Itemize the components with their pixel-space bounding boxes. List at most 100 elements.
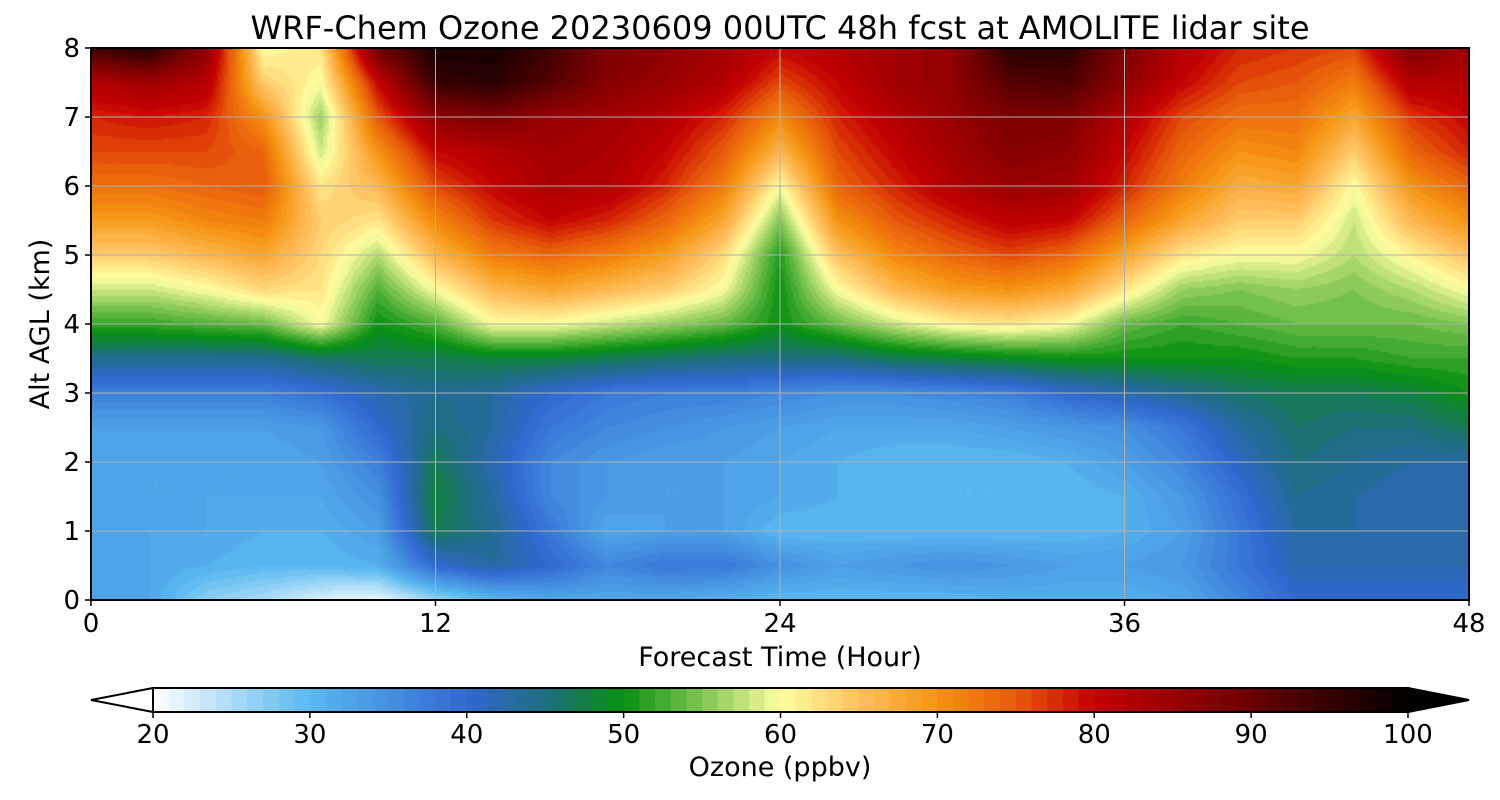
colorbar-bin: [592, 688, 609, 712]
colorbar-bin: [1360, 688, 1378, 712]
colorbar: 20 30 40 50 60 70 80 90 100 Ozone (ppbv): [90, 686, 1470, 783]
colorbar-bin: [780, 688, 797, 712]
y-tick-label: 2: [63, 448, 80, 478]
colorbar-bin: [341, 688, 358, 712]
colorbar-bin: [404, 688, 421, 712]
colorbar-extend-low: [90, 686, 154, 714]
x-tick-label: 36: [1108, 609, 1141, 639]
colorbar-bin: [1298, 688, 1315, 712]
colorbar-bin: [1094, 688, 1111, 712]
y-tick-label: 1: [63, 517, 80, 547]
colorbar-bin: [356, 688, 374, 712]
plot-area: [90, 47, 1470, 601]
colorbar-bin: [466, 688, 484, 712]
colorbar-bin: [1313, 688, 1331, 712]
colorbar-bin: [1392, 688, 1409, 712]
colorbar-bin: [1345, 688, 1362, 712]
colorbar-bin: [1329, 688, 1346, 712]
colorbar-bin: [1031, 688, 1048, 712]
colorbar-bin: [1235, 688, 1252, 712]
y-axis: 0 1 2 3 4 5 6 7 8: [63, 34, 91, 616]
y-axis-label: Alt AGL (km): [25, 239, 56, 410]
x-tick-label: 12: [419, 609, 452, 639]
y-tick-label: 8: [63, 34, 80, 64]
colorbar-bins: [153, 688, 1409, 712]
colorbar-tick-label: 20: [136, 720, 169, 750]
colorbar-tick-label: 80: [1078, 720, 1111, 750]
x-tick-label: 48: [1452, 609, 1485, 639]
colorbar-bin: [1219, 688, 1237, 712]
colorbar-bin: [1015, 688, 1033, 712]
colorbar-bin: [184, 688, 201, 712]
colorbar-bin: [639, 688, 656, 712]
colorbar-bin: [733, 688, 750, 712]
colorbar-bin: [1266, 688, 1284, 712]
y-tick-label: 7: [63, 103, 80, 133]
colorbar-bin: [1000, 688, 1017, 712]
colorbar-tick-label: 90: [1235, 720, 1268, 750]
grid-lines: [91, 48, 1469, 600]
colorbar-bin: [278, 688, 295, 712]
y-tick-label: 3: [63, 379, 80, 409]
colorbar-bin: [749, 688, 766, 712]
colorbar-bin: [686, 688, 703, 712]
x-tick-label: 0: [83, 609, 100, 639]
colorbar-bin: [670, 688, 687, 712]
colorbar-bin: [717, 688, 735, 712]
colorbar-bin: [655, 688, 672, 712]
colorbar-bin: [545, 688, 562, 712]
colorbar-bin: [1188, 688, 1205, 712]
colorbar-bin: [200, 688, 217, 712]
colorbar-bin: [1062, 688, 1080, 712]
colorbar-bin: [906, 688, 923, 712]
x-axis: 0 12 24 36 48: [83, 600, 1486, 639]
colorbar-bin: [1141, 688, 1158, 712]
colorbar-bin: [811, 688, 829, 712]
colorbar-extend-high: [1407, 686, 1470, 714]
colorbar-bin: [482, 688, 499, 712]
colorbar-bin: [498, 688, 515, 712]
colorbar-bin: [419, 688, 436, 712]
colorbar-tick-label: 30: [293, 720, 326, 750]
colorbar-bin: [1282, 688, 1299, 712]
colorbar-label: Ozone (ppbv): [689, 752, 872, 783]
colorbar-bin: [1157, 688, 1174, 712]
colorbar-bin: [513, 688, 531, 712]
colorbar-tick-label: 50: [607, 720, 640, 750]
colorbar-bin: [1047, 688, 1064, 712]
colorbar-bin: [890, 688, 907, 712]
colorbar-bin: [984, 688, 1001, 712]
y-tick-label: 0: [63, 586, 80, 616]
colorbar-bin: [968, 688, 986, 712]
colorbar-bin: [1078, 688, 1095, 712]
colorbar-bin: [607, 688, 625, 712]
x-tick-label: 24: [763, 609, 796, 639]
colorbar-bin: [623, 688, 640, 712]
colorbar-bin: [388, 688, 405, 712]
colorbar-bin: [764, 688, 782, 712]
colorbar-bin: [372, 688, 389, 712]
colorbar-bin: [247, 688, 264, 712]
colorbar-bin: [231, 688, 248, 712]
colorbar-bin: [1125, 688, 1142, 712]
colorbar-ticks: 20 30 40 50 60 70 80 90 100: [136, 712, 1433, 750]
colorbar-bin: [262, 688, 280, 712]
colorbar-bin: [702, 688, 719, 712]
colorbar-bin: [953, 688, 970, 712]
colorbar-bin: [937, 688, 954, 712]
colorbar-bin: [451, 688, 468, 712]
colorbar-tick-label: 70: [921, 720, 954, 750]
colorbar-bin: [1251, 688, 1268, 712]
colorbar-bin: [215, 688, 233, 712]
colorbar-tick-label: 40: [450, 720, 483, 750]
colorbar-bin: [560, 688, 578, 712]
colorbar-bin: [435, 688, 452, 712]
colorbar-bin: [529, 688, 546, 712]
colorbar-bin: [153, 688, 170, 712]
y-tick-label: 5: [63, 241, 80, 271]
colorbar-bin: [168, 688, 185, 712]
colorbar-tick-label: 60: [764, 720, 797, 750]
colorbar-bin: [1109, 688, 1127, 712]
y-tick-label: 6: [63, 172, 80, 202]
